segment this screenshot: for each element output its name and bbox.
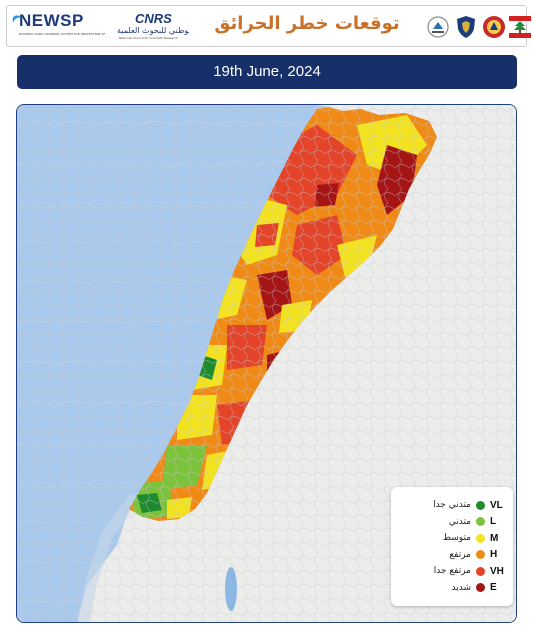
report-header: NEWSP NATIONAL EARLY WARNING SYSTEM FOR … <box>6 5 531 47</box>
cnrs-logo-arabic: المجلس الوطني للبحوث العلمية <box>117 26 189 35</box>
legend-swatch-low <box>476 517 485 527</box>
legend-label-ar: شديد <box>451 582 472 593</box>
civil-defense-emblem-icon <box>483 16 505 38</box>
legend-item-very-low: متدني جدا VL <box>401 497 505 514</box>
legend-code: VH <box>490 565 504 577</box>
cnrs-logo-mark: CNRS <box>135 11 172 26</box>
internal-security-emblem-icon <box>457 16 475 38</box>
legend-label-ar: مرتفع جدا <box>433 566 471 577</box>
legend-label-ar: مرتفع <box>449 549 471 560</box>
risk-legend: متدني جدا VL متدني L متوسط M مرتفع H مرت… <box>391 487 513 606</box>
legend-swatch-extreme <box>476 583 485 593</box>
legend-code: M <box>490 532 499 544</box>
legend-item-high: مرتفع H <box>401 547 505 564</box>
page-title: توقعات خطر الحرائق <box>214 13 400 34</box>
legend-code: E <box>490 582 497 594</box>
legend-code: L <box>490 516 497 528</box>
legend-swatch-very-low <box>476 500 485 510</box>
legend-swatch-medium <box>476 533 485 543</box>
ministry-emblem-icon <box>427 16 449 38</box>
legend-label-ar: متدني <box>448 516 471 527</box>
newsp-logo-word: NEWSP <box>19 11 84 30</box>
newsp-logo: NEWSP NATIONAL EARLY WARNING SYSTEM FOR … <box>17 11 112 43</box>
legend-label-ar: متوسط <box>442 533 471 544</box>
cnrs-logo: CNRS المجلس الوطني للبحوث العلمية Nation… <box>117 11 189 43</box>
legend-item-medium: متوسط M <box>401 530 505 547</box>
legend-swatch-high <box>476 550 485 560</box>
cnrs-logo-subtitle: National Council for Scientific Research <box>119 36 178 40</box>
legend-code: VL <box>490 499 503 511</box>
legend-swatch-very-high <box>476 566 485 576</box>
lake-tiberias <box>225 567 237 611</box>
fire-risk-map[interactable]: متدني جدا VL متدني L متوسط M مرتفع H مرت… <box>16 104 517 623</box>
legend-item-low: متدني L <box>401 514 505 531</box>
legend-label-ar: متدني جدا <box>433 500 471 511</box>
legend-code: H <box>490 549 498 561</box>
legend-item-extreme: شديد E <box>401 580 505 597</box>
legend-item-very-high: مرتفع جدا VH <box>401 563 505 580</box>
forecast-date-banner: 19th June, 2024 <box>17 55 517 89</box>
lebanese-cedar-emblem-icon <box>509 16 531 38</box>
fire-risk-map-canvas[interactable] <box>17 105 517 623</box>
newsp-logo-subtitle: NATIONAL EARLY WARNING SYSTEM FOR PROTEC… <box>19 32 105 36</box>
